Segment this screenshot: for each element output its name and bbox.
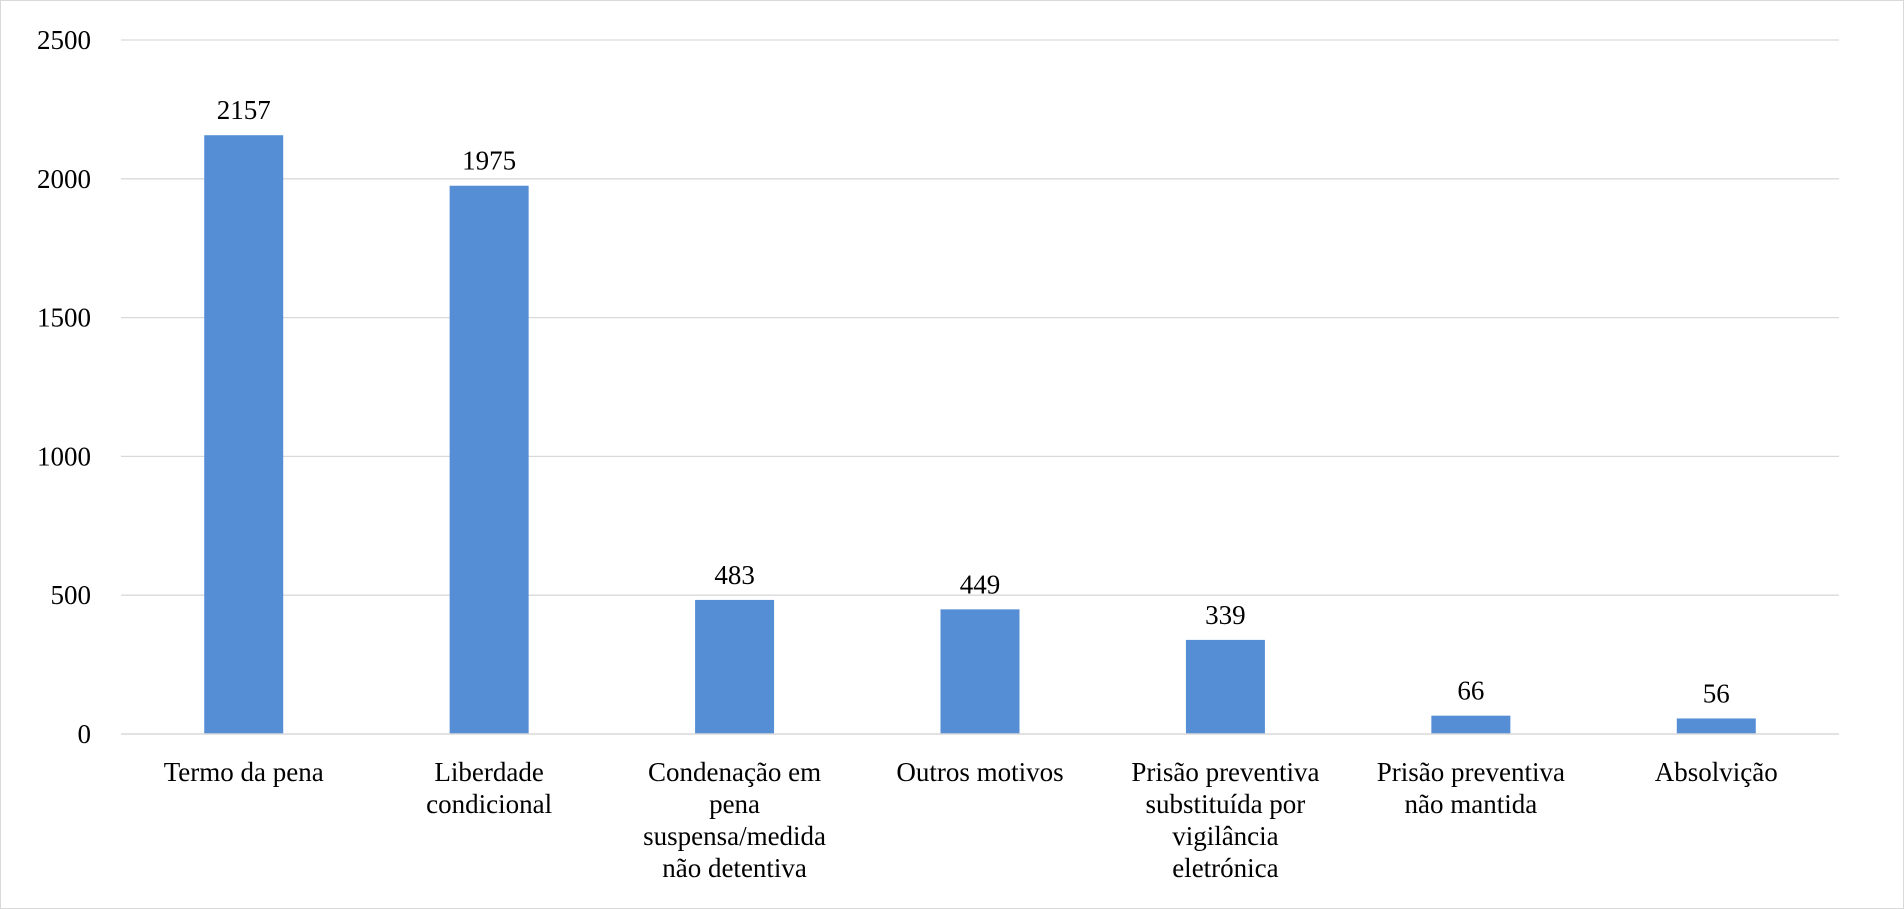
data-label: 66: [1457, 676, 1484, 706]
y-tick-label: 1000: [37, 441, 91, 471]
x-tick-label: Prisão preventiva substituída por vigilânc…: [1131, 757, 1319, 883]
data-label: 56: [1703, 678, 1730, 708]
bars: [204, 135, 1756, 735]
bar: [940, 609, 1020, 734]
category-labels: Termo da pena Liberdade condicional Condena…: [164, 757, 1778, 883]
y-tick-label: 1500: [37, 303, 91, 333]
gridlines: [121, 39, 1839, 596]
data-labels: 2157 1975 483 449 339 66 56: [217, 95, 1730, 708]
data-label: 1975: [462, 146, 516, 176]
data-label: 339: [1205, 600, 1246, 630]
x-tick-label: Absolvição: [1655, 757, 1778, 787]
y-tick-label: 2500: [37, 25, 91, 55]
data-label: 483: [714, 560, 755, 590]
data-label: 2157: [217, 95, 271, 125]
x-tick-label: Prisão preventiva não mantida: [1377, 757, 1565, 819]
bar: [204, 135, 284, 734]
bar: [1185, 639, 1265, 734]
y-axis-ticks: 0 500 1000 1500 2000 2500: [37, 25, 91, 749]
y-tick-label: 0: [78, 719, 92, 749]
x-tick-label: Outros motivos: [896, 757, 1063, 787]
data-label: 449: [960, 569, 1001, 599]
y-tick-label: 2000: [37, 164, 91, 194]
y-tick-label: 500: [51, 580, 92, 610]
bar: [449, 185, 529, 735]
bar: [1431, 715, 1511, 734]
x-tick-label: Liberdade condicional: [426, 757, 552, 819]
bar: [1676, 718, 1756, 734]
x-tick-label: Termo da pena: [164, 757, 324, 787]
bar: [695, 599, 775, 734]
x-tick-label: Condenação em pena suspensa/medida não dete…: [643, 757, 826, 883]
